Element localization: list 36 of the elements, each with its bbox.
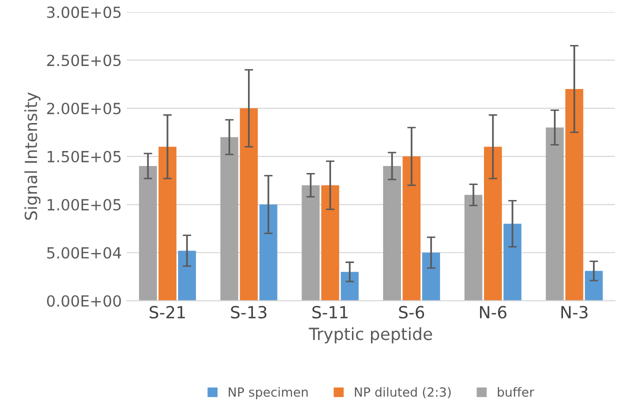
- x-tick-label: S-13: [231, 306, 266, 319]
- x-tick-label: N-3: [561, 306, 588, 319]
- bar: [504, 224, 522, 301]
- y-tick-label: 2.50E+05: [47, 54, 121, 66]
- x-tick-label: S-11: [312, 306, 348, 319]
- bar: [464, 194, 482, 301]
- bar: [240, 108, 258, 301]
- legend-label: NP specimen: [228, 387, 308, 400]
- y-axis-title: Signal Intensity: [24, 92, 40, 220]
- y-tick-label: 5.00E+04: [47, 247, 122, 259]
- legend-label: buffer: [498, 387, 534, 397]
- bar: [321, 185, 340, 301]
- bar: [340, 272, 359, 301]
- bar: [402, 156, 421, 301]
- bar: [259, 204, 278, 301]
- bar: [584, 270, 603, 301]
- legend-label: NP diluted (2:3): [354, 387, 451, 398]
- bar: [484, 146, 502, 301]
- y-tick-label: 0.00E+00: [47, 295, 121, 307]
- x-axis-title: Tryptic peptide: [308, 327, 432, 344]
- x-tick-label: S-21: [150, 306, 185, 319]
- y-tick-label: 2.00E+05: [47, 102, 121, 114]
- x-tick-label: N-6: [480, 306, 506, 319]
- bar: [178, 250, 196, 301]
- y-tick-label: 3.00E+05: [47, 6, 121, 18]
- x-tick-label: S-6: [399, 306, 424, 319]
- y-tick-label: 1.50E+05: [48, 150, 121, 162]
- bar: [158, 146, 176, 301]
- y-tick-label: 1.00E+05: [48, 198, 121, 211]
- bar: [139, 166, 157, 301]
- bar: [565, 89, 584, 301]
- bar: [383, 166, 401, 301]
- bar: [422, 252, 440, 301]
- bar: [220, 137, 238, 301]
- bar: [302, 185, 320, 301]
- bar: [546, 128, 564, 301]
